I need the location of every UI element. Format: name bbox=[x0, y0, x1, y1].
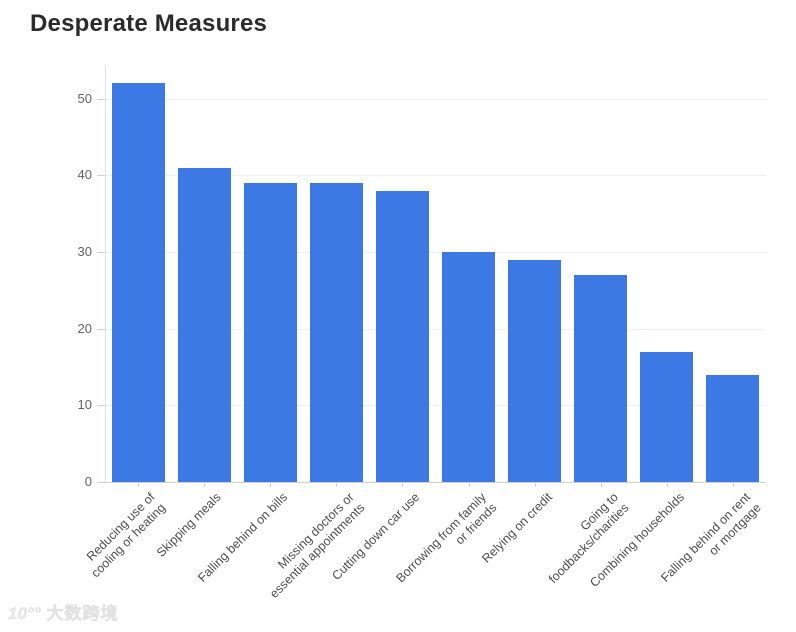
bar bbox=[574, 275, 628, 482]
watermark-brand-text: 大数跨境 bbox=[46, 604, 119, 624]
x-tick-mark bbox=[336, 483, 338, 487]
y-tick-mark bbox=[97, 482, 105, 483]
x-tick-mark bbox=[270, 483, 272, 487]
gridline bbox=[105, 175, 766, 177]
x-tick-mark bbox=[666, 483, 668, 487]
y-tick-label: 40 bbox=[77, 167, 92, 183]
x-axis-label: Reducing use of cooling or heating bbox=[84, 490, 169, 581]
x-tick-mark bbox=[600, 483, 602, 487]
bar bbox=[177, 167, 231, 482]
y-tick-mark bbox=[97, 175, 105, 177]
watermark-logo-icon: 10°° bbox=[8, 604, 41, 624]
bar bbox=[243, 183, 297, 482]
y-tick-mark bbox=[97, 328, 105, 330]
y-tick-label: 0 bbox=[84, 474, 92, 489]
bar bbox=[442, 252, 496, 482]
gridline bbox=[105, 328, 766, 330]
x-tick-mark bbox=[468, 483, 470, 487]
gridline bbox=[105, 98, 766, 100]
bar bbox=[706, 374, 760, 482]
x-tick-mark bbox=[534, 483, 536, 487]
bar bbox=[640, 351, 694, 482]
bar bbox=[508, 259, 562, 482]
gridline bbox=[105, 252, 766, 254]
x-tick-mark bbox=[138, 483, 140, 487]
y-tick-mark bbox=[97, 252, 105, 254]
x-axis-label: Skipping meals bbox=[154, 490, 225, 560]
x-tick-mark bbox=[402, 483, 404, 487]
gridline bbox=[105, 405, 766, 407]
y-tick-mark bbox=[97, 405, 105, 407]
bar bbox=[309, 183, 363, 482]
bar bbox=[375, 190, 429, 482]
y-tick-label: 50 bbox=[77, 90, 92, 106]
y-tick-label: 10 bbox=[77, 397, 92, 413]
y-tick-label: 30 bbox=[77, 244, 92, 260]
chart-title: Desperate Measures bbox=[30, 10, 268, 37]
x-tick-mark bbox=[204, 483, 206, 487]
watermark: 10°° 大数跨境 bbox=[8, 599, 119, 624]
y-tick-label: 20 bbox=[77, 320, 92, 336]
x-tick-mark bbox=[732, 483, 734, 487]
y-tick-mark bbox=[97, 98, 105, 100]
bar bbox=[111, 83, 165, 482]
y-axis-line bbox=[105, 65, 106, 482]
x-axis-line bbox=[105, 482, 766, 483]
